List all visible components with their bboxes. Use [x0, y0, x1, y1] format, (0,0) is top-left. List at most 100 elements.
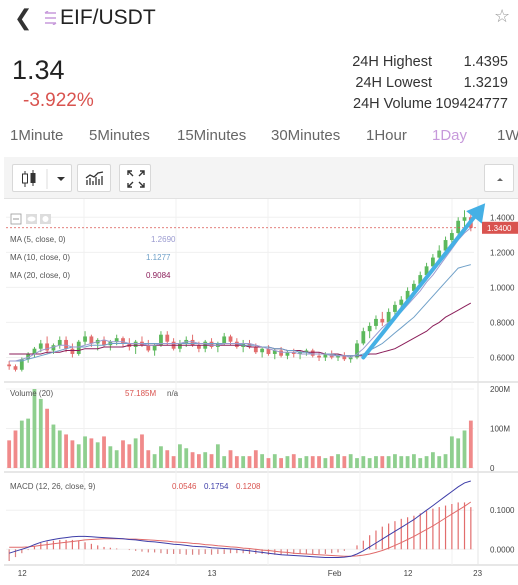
volume-bar	[266, 458, 271, 468]
collapse-button[interactable]	[484, 164, 514, 192]
tab-5minutes[interactable]: 5Minutes	[89, 127, 150, 144]
volume-bar	[456, 438, 461, 468]
volume-bar	[127, 444, 132, 468]
candle	[291, 352, 296, 354]
volume-bar	[374, 456, 378, 468]
candle	[355, 343, 359, 358]
volume-bar	[418, 458, 423, 468]
fullscreen-button[interactable]	[119, 164, 151, 192]
kline-chart[interactable]: 1.4000 1.2000 1.0000 0.8000 0.6000 1.3400 200…	[4, 157, 518, 585]
candle	[178, 343, 182, 349]
candlestick-icon	[22, 170, 36, 187]
volume-bar	[336, 454, 340, 468]
candle	[83, 336, 87, 342]
volume-bar	[102, 436, 106, 468]
macd-label: MACD (12, 26, close, 9)	[10, 482, 96, 491]
volume-bar	[291, 454, 296, 468]
current-price-tag	[482, 221, 518, 234]
volume-bar	[32, 389, 37, 468]
tab-1day[interactable]: 1Day	[432, 127, 468, 144]
volume-bar	[152, 454, 157, 468]
volume-bar	[57, 430, 62, 468]
chevron-left-icon[interactable]: ❮	[14, 5, 33, 30]
stat-label-volume: 24H Volume	[353, 96, 432, 112]
candle	[89, 336, 94, 344]
volume-axis-label: 0	[490, 464, 495, 473]
tab-15minutes[interactable]: 15Minutes	[177, 127, 247, 144]
tab-1week[interactable]: 1We	[497, 127, 518, 144]
time-axis-label: 12	[404, 569, 413, 578]
stat-value-low: 1.3219	[463, 75, 508, 91]
candle	[323, 353, 328, 358]
volume-legend: Volume (20) 57.185M n/a	[10, 389, 179, 398]
candle	[26, 353, 31, 360]
volume-bar	[367, 458, 372, 468]
candle	[443, 240, 448, 251]
volume-bar	[260, 454, 265, 468]
candle	[285, 352, 290, 356]
chart-toolbar	[4, 157, 518, 199]
price-axis-label: 1.2000	[490, 248, 515, 257]
candle	[196, 345, 201, 349]
stat-label-high: 24H Highest	[352, 54, 432, 70]
stat-label-low: 24H Lowest	[355, 75, 432, 91]
star-icon[interactable]: ☆	[494, 6, 511, 26]
fullscreen-icon	[127, 170, 145, 188]
chart-canvas: 1.4000 1.2000 1.0000 0.8000 0.6000 1.3400 200…	[4, 199, 518, 578]
volume-bar	[342, 456, 347, 468]
candle	[76, 341, 81, 354]
volume-bar	[19, 420, 24, 468]
ma10-label: MA (10, close, 0)	[10, 253, 70, 262]
macd-dea-value: 0.1208	[236, 482, 261, 491]
time-axis-label: 2024	[132, 569, 150, 578]
volume-bar	[178, 444, 182, 468]
transfer-icon[interactable]	[42, 11, 58, 25]
top-bar: ❮ EIF/USDT ☆	[0, 0, 518, 38]
volume-bar	[51, 424, 56, 468]
volume-bar	[108, 446, 113, 468]
eye-icon	[26, 214, 37, 224]
volume-bar	[355, 458, 359, 468]
candle	[279, 350, 284, 356]
pair-title[interactable]: EIF/USDT	[60, 6, 156, 29]
candle	[102, 339, 106, 346]
volume-bar	[228, 450, 233, 468]
tab-30minutes[interactable]: 30Minutes	[271, 127, 341, 144]
volume-bar	[83, 436, 87, 468]
volume-bar	[393, 454, 397, 468]
candle	[418, 275, 423, 284]
volume-bar	[304, 456, 309, 468]
volume-bar	[437, 456, 442, 468]
candle	[430, 257, 435, 267]
volume-bar	[146, 450, 151, 468]
candle	[374, 318, 378, 326]
candle	[32, 348, 37, 354]
indicator-button[interactable]	[77, 164, 111, 192]
candle	[462, 217, 467, 221]
gear-icon	[40, 214, 51, 224]
macd-axis-label: 0.0000	[490, 545, 515, 554]
volume-bar	[121, 440, 125, 468]
volume-bar	[386, 456, 391, 468]
tab-1minute[interactable]: 1Minute	[10, 127, 64, 144]
volume-bar	[424, 456, 429, 468]
volume-bar	[279, 458, 284, 468]
macd-legend: MACD (12, 26, close, 9) 0.0546 0.1754 0.…	[10, 482, 261, 491]
volume-bar	[380, 456, 385, 468]
candle	[234, 341, 239, 347]
volume-bar	[203, 452, 208, 468]
candle	[317, 355, 321, 358]
volume-bar	[38, 398, 43, 468]
volume-bar	[159, 446, 163, 468]
dif-line	[9, 480, 471, 558]
volume-axis-label: 200M	[490, 385, 510, 394]
candle	[272, 350, 277, 354]
tab-1hour[interactable]: 1Hour	[366, 127, 407, 144]
volume-bar	[247, 456, 252, 468]
volume-bar	[165, 450, 170, 468]
candle	[424, 266, 429, 276]
volume-bar	[45, 408, 50, 468]
chart-type-button[interactable]	[12, 164, 72, 192]
candle	[449, 233, 454, 241]
volume-bar	[140, 434, 144, 468]
